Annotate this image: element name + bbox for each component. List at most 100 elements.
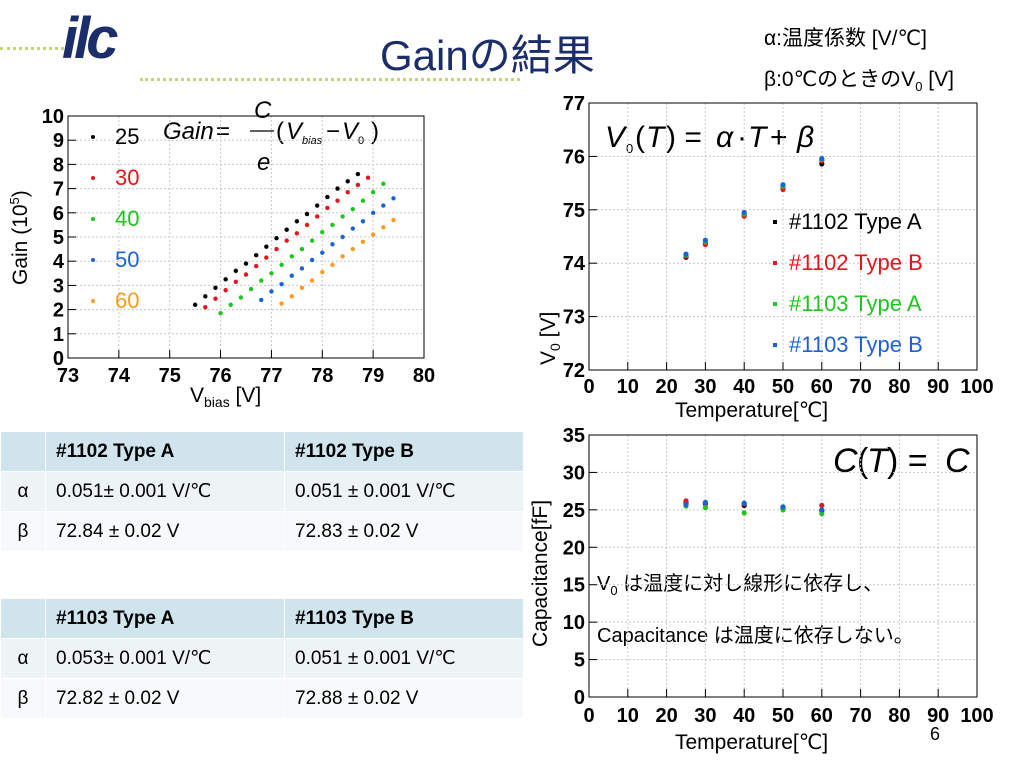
data-point [279,281,284,287]
series-50 [259,196,396,303]
data-point [284,238,289,243]
x-tick-label: 80 [888,705,910,727]
x-tick-label: 80 [413,365,435,387]
x-tick-label: 80 [888,376,910,398]
y-tick-label: 73 [563,307,585,329]
table-row: α 0.051± 0.001 V/℃ 0.051 ± 0.001 V/℃ [0,471,524,512]
svg-text:β: β [796,121,814,154]
legend-label: 40 [115,206,139,231]
data-point [223,288,228,293]
data-point [355,182,361,188]
data-point [370,210,376,215]
x-tick-label: 10 [617,705,639,727]
y-tick-label: 20 [563,537,585,559]
cap-formula: C ( T ) = C [833,442,970,480]
svg-text:V: V [605,121,628,154]
x-tick-label: 90 [927,376,949,398]
data-point [330,242,335,247]
data-point [340,254,345,259]
data-point [355,171,361,177]
svg-text:α: α [716,121,734,154]
data-point [248,286,254,292]
table-cell: β [0,511,46,552]
data-point [741,510,747,516]
series-60 [279,217,396,306]
svg-text:) =: ) = [887,442,928,480]
data-point [274,246,279,252]
data-point [259,278,264,283]
series-40 [218,181,386,316]
x-tick-label: 70 [849,376,871,398]
alpha-note: α:温度係数 [V/℃] [764,27,927,50]
data-point [203,304,208,310]
y-tick-label: 76 [563,146,585,168]
table-header-row: #1103 Type A #1103 Type B [0,598,524,639]
data-point [223,277,228,282]
data-point [370,190,376,195]
legend-marker [91,258,95,262]
data-point [741,209,747,216]
y-tick-label: 3 [53,275,64,297]
data-point [365,175,371,180]
y-tick-label: 74 [563,253,586,275]
x-tick-label: 100 [960,705,993,727]
table-header-cell: #1102 Type B [284,431,524,472]
data-point [233,268,239,274]
data-point [360,239,366,245]
data-point [325,194,330,200]
table-cell: 0.051 ± 0.001 V/℃ [284,638,524,679]
data-point [269,289,274,294]
legend-label: 50 [115,247,139,272]
legend-label: 60 [115,288,139,313]
y-tick-label: 1 [53,324,64,346]
svg-text:bias: bias [302,135,323,147]
y-tick-label: 5 [53,227,64,249]
y-tick-label: 8 [53,154,64,176]
svg-text:C: C [254,100,272,124]
table-cell: 72.88 ± 0.02 V [284,678,524,719]
data-point [192,302,198,307]
x-tick-label: 0 [583,376,594,398]
data-point [335,186,340,191]
data-point [391,196,396,201]
x-tick-label: 90 [927,705,949,727]
y-tick-label: 0 [574,687,585,709]
data-point [340,214,345,219]
beta-note-sub: 0 [915,79,923,95]
x-tick-label: 100 [960,376,993,398]
data-point [381,203,386,208]
x-tick-label: 75 [159,365,181,387]
series-25 [192,171,361,307]
svg-text:C: C [945,442,970,480]
y-tick-label: 15 [563,575,585,597]
cap-comment-line1: V0 は温度に対し線形に依存し、 [597,572,883,598]
x-tick-label: 20 [655,376,677,398]
y-tick-label: 2 [53,300,64,322]
svg-text:C: C [833,442,858,480]
data-point [264,244,269,249]
svg-text:+: + [770,121,788,154]
data-point [243,272,249,277]
table-cell: 72.83 ± 0.02 V [284,511,524,552]
data-point [264,255,269,260]
data-point [683,498,689,504]
data-point [294,219,300,224]
table-row: β 72.82 ± 0.02 V 72.88 ± 0.02 V [0,678,524,719]
svg-text:) =: ) = [666,121,702,154]
table-cell: 72.84 ± 0.02 V [45,511,285,552]
y-tick-label: 72 [563,360,585,382]
data-point [819,507,825,513]
x-tick-label: 79 [362,365,384,387]
data-point [315,214,320,219]
data-point [381,181,386,186]
v0-formula: V 0 ( T ) = α · T + β [605,121,814,156]
data-point [741,500,747,506]
data-point [819,502,825,508]
y-tick-label: 25 [563,500,585,522]
svg-text:T: T [646,121,667,154]
legend-marker [91,299,95,303]
table-cell: 0.051± 0.001 V/℃ [45,471,285,512]
data-point [274,236,279,241]
table-cell: 0.051 ± 0.001 V/℃ [284,471,524,512]
data-point [330,222,335,228]
